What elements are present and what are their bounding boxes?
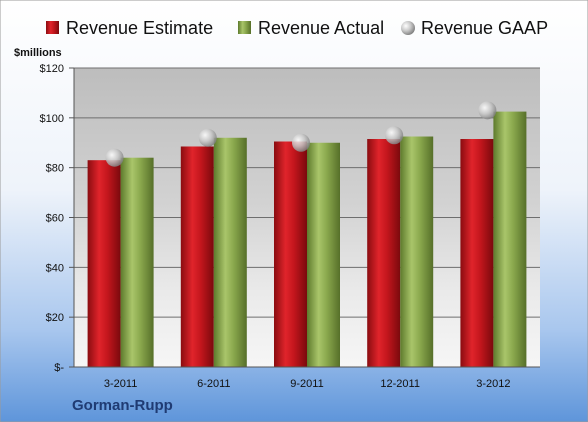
bar-revenue-actual xyxy=(120,157,154,367)
x-tick-label: 9-2011 xyxy=(290,378,323,390)
y-axis-label: $millions xyxy=(14,47,62,59)
y-tick-label: $100 xyxy=(40,113,64,125)
x-tick-label: 3-2012 xyxy=(476,378,510,390)
y-tick-labels: $- $20 $40 $60 $80 $100 $120 xyxy=(40,63,65,374)
bar-revenue-estimate xyxy=(460,139,494,367)
x-tick-label: 12-2011 xyxy=(380,378,420,390)
bar-revenue-estimate xyxy=(367,139,401,367)
legend-label-gaap: Revenue GAAP xyxy=(421,18,548,38)
bar-revenue-actual xyxy=(493,111,527,368)
y-tick-label: $120 xyxy=(40,63,64,75)
bar-revenue-actual xyxy=(400,136,434,367)
legend-label-actual: Revenue Actual xyxy=(258,18,384,38)
legend-swatch-estimate xyxy=(46,21,59,34)
gaap-marker xyxy=(105,148,124,167)
legend-marker-gaap xyxy=(401,21,415,35)
x-tick-labels: 3-2011 6-2011 9-2011 12-2011 3-2012 xyxy=(104,378,511,390)
gaap-marker xyxy=(478,101,497,120)
y-tick-label: $40 xyxy=(46,262,64,274)
x-tick-label: 6-2011 xyxy=(197,378,230,390)
gaap-markers xyxy=(105,101,497,167)
y-tick-label: $- xyxy=(54,362,64,374)
bars xyxy=(87,111,527,368)
legend-label-estimate: Revenue Estimate xyxy=(66,18,213,38)
bar-revenue-actual xyxy=(213,137,247,367)
bar-revenue-actual xyxy=(307,142,340,367)
y-tick-label: $80 xyxy=(46,163,64,175)
legend-swatch-actual xyxy=(238,21,251,34)
gaap-marker xyxy=(198,128,217,147)
legend: Revenue Estimate Revenue Actual Revenue … xyxy=(46,18,548,38)
bar-revenue-estimate xyxy=(180,146,214,367)
company-name: Gorman-Rupp xyxy=(72,397,173,414)
bar-revenue-estimate xyxy=(274,141,307,367)
bar-revenue-estimate xyxy=(87,160,121,367)
gaap-marker xyxy=(385,126,404,145)
y-tick-label: $20 xyxy=(46,312,64,324)
x-tick-label: 3-2011 xyxy=(104,378,137,390)
gaap-marker xyxy=(292,133,310,152)
y-tick-label: $60 xyxy=(46,213,64,225)
